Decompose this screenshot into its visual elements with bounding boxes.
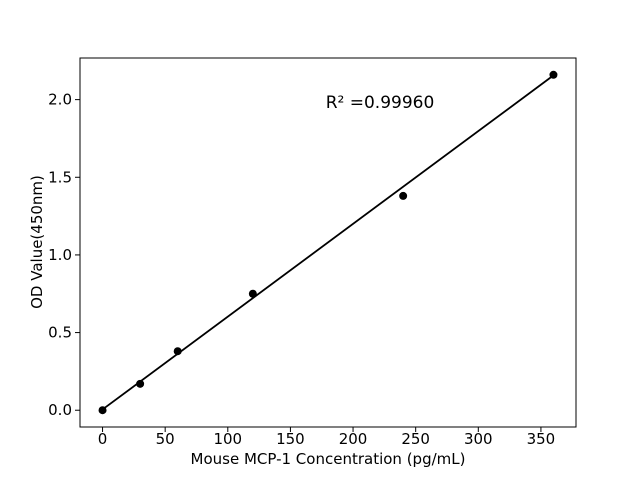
- data-point: [98, 406, 107, 415]
- x-tick-label: 100: [213, 430, 242, 448]
- data-point: [399, 191, 408, 200]
- x-tick-label: 300: [464, 430, 493, 448]
- r-squared-annotation: R² =0.99960: [326, 93, 435, 113]
- y-tick-label: 0.0: [48, 401, 72, 419]
- fit-line: [101, 74, 555, 411]
- plot-border: [79, 57, 577, 428]
- data-point: [549, 70, 558, 79]
- y-tick-label: 1.5: [48, 168, 72, 186]
- x-tick-label: 200: [339, 430, 368, 448]
- y-tick-label: 2.0: [48, 91, 72, 109]
- data-point: [173, 347, 182, 356]
- x-tick-label: 150: [276, 430, 305, 448]
- x-tick-label: 50: [156, 430, 175, 448]
- x-tick-label: 0: [98, 430, 108, 448]
- data-point: [248, 289, 257, 298]
- y-tick-label: 0.5: [48, 324, 72, 342]
- data-point: [136, 379, 145, 388]
- x-tick-label: 250: [401, 430, 430, 448]
- y-axis-label: OD Value(450nm): [28, 175, 46, 309]
- x-axis-label: Mouse MCP-1 Concentration (pg/mL): [191, 450, 466, 468]
- x-tick-label: 350: [527, 430, 556, 448]
- y-tick-label: 1.0: [48, 246, 72, 264]
